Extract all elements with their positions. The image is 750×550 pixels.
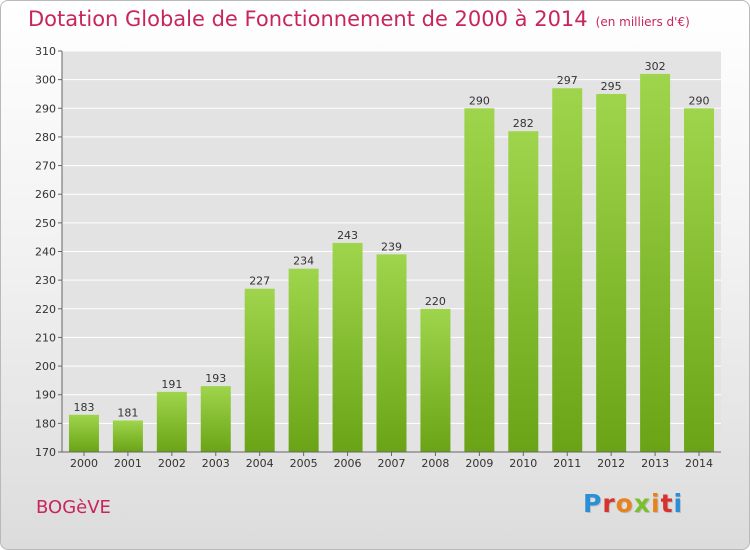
logo-letter: i (651, 489, 661, 518)
x-tick-label-2011: 2011 (553, 457, 581, 470)
y-tick-label: 280 (35, 131, 56, 144)
x-tick-label-2002: 2002 (158, 457, 186, 470)
bar-2005 (288, 268, 319, 452)
bar-2004 (244, 288, 275, 452)
y-tick-label: 260 (35, 188, 56, 201)
bar-2014 (684, 108, 715, 453)
y-tick-label: 300 (35, 74, 56, 87)
x-tick-label-2010: 2010 (509, 457, 537, 470)
y-tick-label: 310 (35, 45, 56, 58)
data-label-2006: 243 (337, 229, 358, 242)
title-text: Dotation Globale de Fonctionnement de 20… (28, 7, 588, 31)
data-label-2008: 220 (425, 295, 446, 308)
y-tick-label: 200 (35, 360, 56, 373)
data-label-2002: 191 (161, 378, 182, 391)
x-tick-label-2013: 2013 (641, 457, 669, 470)
bar-2007 (376, 254, 407, 452)
y-tick-label: 240 (35, 246, 56, 259)
y-tick-label: 290 (35, 102, 56, 115)
bar-2006 (332, 242, 363, 452)
unit-label: (en milliers d'€) (595, 15, 690, 29)
x-tick-label-2009: 2009 (465, 457, 493, 470)
y-tick-label: 190 (35, 389, 56, 402)
y-tick-label: 270 (35, 160, 56, 173)
y-tick-label: 250 (35, 217, 56, 230)
x-tick-label-2001: 2001 (114, 457, 142, 470)
bar-2011 (552, 88, 583, 452)
x-tick-label-2008: 2008 (421, 457, 449, 470)
bar-2003 (200, 386, 231, 452)
y-tick-label: 180 (35, 417, 56, 430)
bar-2010 (508, 131, 539, 452)
bars (68, 73, 715, 453)
y-tick-label: 210 (35, 331, 56, 344)
x-tick-label-2006: 2006 (334, 457, 362, 470)
proxiti-logo[interactable]: Proxiti (583, 489, 683, 518)
x-tick-label-2007: 2007 (378, 457, 406, 470)
bar-2012 (596, 93, 627, 452)
x-axis: 2000 2001 2002 2003 2004 2005 2006 2007 2008 2009… (62, 451, 721, 470)
bar-2002 (156, 391, 187, 452)
data-label-2013: 302 (645, 60, 666, 73)
bar-2009 (464, 108, 495, 453)
commune-name: BOGèVE (36, 497, 111, 518)
bar-2001 (112, 420, 143, 452)
bar-2008 (420, 308, 451, 452)
logo-letter: i (673, 489, 684, 518)
data-label-2012: 295 (601, 80, 622, 93)
x-tick-label-2000: 2000 (70, 457, 98, 470)
data-label-2005: 234 (293, 255, 314, 268)
data-labels: 183 181 191 193 227 234 243 239 220 290 282 297 295 3… (73, 60, 709, 420)
data-label-2009: 290 (469, 94, 490, 107)
bar-2013 (640, 73, 671, 453)
logo-letter: o (615, 489, 634, 518)
data-label-2003: 193 (205, 372, 226, 385)
data-label-2007: 239 (381, 240, 402, 253)
y-tick-label: 220 (35, 303, 56, 316)
chart-title: Dotation Globale de Fonctionnement de 20… (28, 7, 690, 31)
x-tick-label-2012: 2012 (597, 457, 625, 470)
x-tick-label-2003: 2003 (202, 457, 230, 470)
x-tick-label-2004: 2004 (246, 457, 274, 470)
bar-2000 (68, 414, 99, 452)
logo-letter: r (602, 489, 616, 518)
y-tick-label: 170 (35, 446, 56, 459)
x-tick-label-2005: 2005 (290, 457, 318, 470)
data-label-2014: 290 (689, 94, 710, 107)
y-axis: 170 180 190 200 210 220 230 240 250 260 270 280 290 3… (35, 45, 63, 459)
y-tick-label: 230 (35, 274, 56, 287)
data-label-2000: 183 (73, 401, 94, 414)
x-tick-label-2014: 2014 (685, 457, 713, 470)
logo-letter: t (660, 489, 674, 518)
data-label-2001: 181 (117, 406, 138, 419)
data-label-2011: 297 (557, 74, 578, 87)
logo-letter: x (633, 489, 651, 518)
data-label-2004: 227 (249, 275, 270, 288)
data-label-2010: 282 (513, 117, 534, 130)
logo-letter: P (583, 489, 603, 518)
